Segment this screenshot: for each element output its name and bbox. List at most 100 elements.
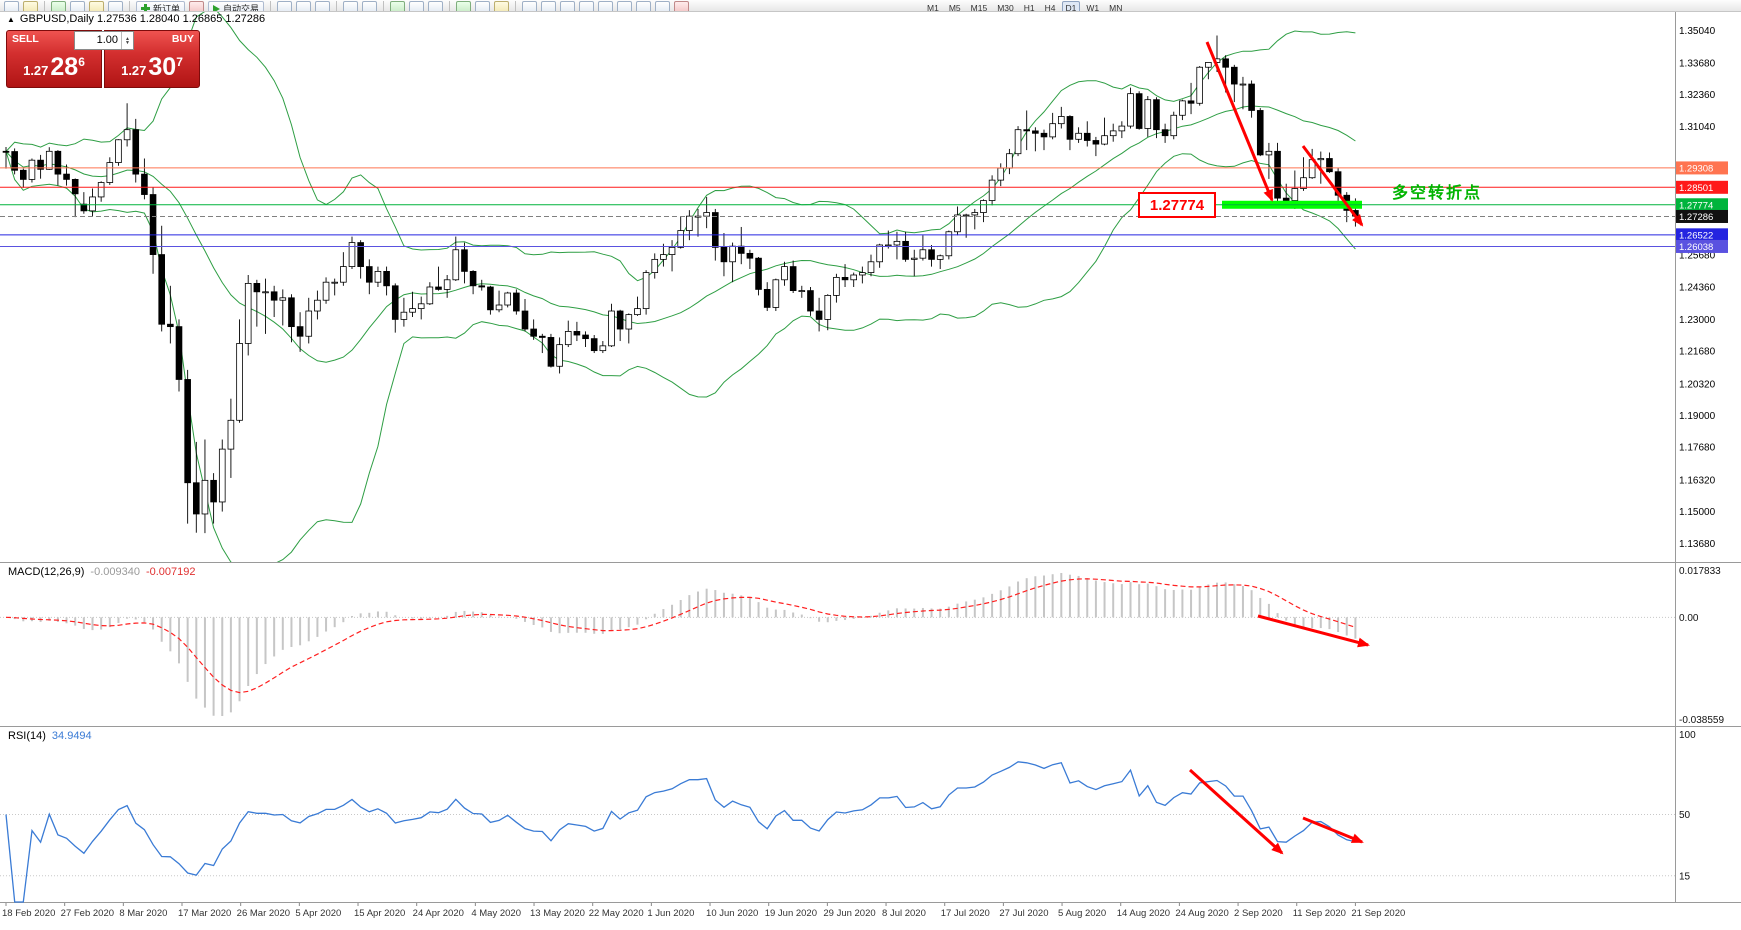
svg-text:1.35040: 1.35040 xyxy=(1679,26,1716,37)
metaeditor-icon[interactable] xyxy=(189,1,205,11)
toolbar-separator xyxy=(515,1,517,11)
svg-text:1.24360: 1.24360 xyxy=(1679,282,1716,293)
auto-trading-button[interactable]: 自动交易 xyxy=(208,1,265,12)
svg-text:24 Aug 2020: 24 Aug 2020 xyxy=(1175,908,1228,919)
market-watch-icon[interactable] xyxy=(51,1,66,11)
svg-text:1.29308: 1.29308 xyxy=(1679,163,1713,174)
channel-icon[interactable] xyxy=(617,1,633,11)
horizontal-line-icon[interactable] xyxy=(579,1,595,11)
svg-text:1.21680: 1.21680 xyxy=(1679,347,1716,358)
periods-icon[interactable] xyxy=(475,1,491,11)
chart-profiles-icon[interactable] xyxy=(23,1,38,11)
candlestick-chart-icon[interactable] xyxy=(296,1,312,11)
indicators-icon[interactable] xyxy=(456,1,472,11)
cursor-icon[interactable] xyxy=(522,1,538,11)
one-click-collapse-icon[interactable]: ▲ xyxy=(7,14,15,24)
templates-icon[interactable] xyxy=(494,1,510,11)
new-order-icon xyxy=(141,4,150,11)
line-chart-icon[interactable] xyxy=(315,1,331,11)
timeframe-h1-button[interactable]: H1 xyxy=(1023,3,1035,12)
new-order-label: 新订单 xyxy=(153,4,181,12)
buy-button[interactable]: BUY 1.27307 xyxy=(104,30,200,88)
svg-text:1.25680: 1.25680 xyxy=(1679,251,1716,262)
svg-text:18 Feb 2020: 18 Feb 2020 xyxy=(2,908,55,919)
sell-price-display: 1.27286 xyxy=(23,53,85,81)
zoom-out-icon[interactable] xyxy=(362,1,378,11)
timeframe-d1-button[interactable]: D1 xyxy=(1061,1,1081,11)
buy-price-display: 1.27307 xyxy=(121,53,183,81)
vertical-line-icon[interactable] xyxy=(560,1,576,11)
trendline-icon[interactable] xyxy=(598,1,614,11)
sell-label: SELL xyxy=(12,33,39,45)
svg-text:1.26522: 1.26522 xyxy=(1679,230,1713,241)
timeframe-m15-button[interactable]: M15 xyxy=(970,3,988,12)
bar-chart-icon[interactable] xyxy=(277,1,293,11)
new-chart-icon[interactable] xyxy=(4,1,19,11)
svg-text:4 May 2020: 4 May 2020 xyxy=(471,908,521,919)
macd-main-value: -0.009340 xyxy=(90,566,140,578)
auto-trading-label: 自动交易 xyxy=(223,4,260,12)
svg-text:1.27774: 1.27774 xyxy=(1679,200,1713,211)
svg-text:15 Apr 2020: 15 Apr 2020 xyxy=(354,908,405,919)
svg-text:27 Feb 2020: 27 Feb 2020 xyxy=(61,908,114,919)
svg-text:22 May 2020: 22 May 2020 xyxy=(589,908,644,919)
svg-text:8 Jul 2020: 8 Jul 2020 xyxy=(882,908,926,919)
timeframe-m30-button[interactable]: M30 xyxy=(997,3,1014,12)
fibonacci-icon[interactable] xyxy=(636,1,652,11)
chart-shift-icon[interactable] xyxy=(428,1,444,11)
toolbar-separator xyxy=(449,1,451,11)
volume-spinner[interactable]: ▲ ▼ xyxy=(121,32,133,49)
toolbar-separator xyxy=(383,1,385,11)
volume-value: 1.00 xyxy=(96,34,118,46)
auto-trading-play-icon xyxy=(213,4,221,11)
toolbar-separator xyxy=(129,1,130,11)
tile-windows-icon[interactable] xyxy=(390,1,406,11)
svg-text:1.17680: 1.17680 xyxy=(1679,443,1716,454)
svg-text:26 Mar 2020: 26 Mar 2020 xyxy=(237,908,290,919)
timeframe-h4-button[interactable]: H4 xyxy=(1044,3,1056,12)
svg-text:17 Jul 2020: 17 Jul 2020 xyxy=(941,908,990,919)
text-label-icon[interactable] xyxy=(655,1,671,11)
svg-text:1.23000: 1.23000 xyxy=(1679,315,1716,326)
volume-input[interactable]: 1.00 ▲ ▼ xyxy=(74,31,134,50)
arrow-tool-icon[interactable] xyxy=(674,1,690,11)
spinner-down-icon[interactable]: ▼ xyxy=(125,39,130,46)
crosshair-icon[interactable] xyxy=(541,1,557,11)
spinner-up-icon[interactable]: ▲ xyxy=(125,35,130,42)
svg-text:1 Jun 2020: 1 Jun 2020 xyxy=(647,908,694,919)
navigator-icon[interactable] xyxy=(89,1,104,11)
svg-text:1.15000: 1.15000 xyxy=(1679,507,1716,518)
timeframe-m1-button[interactable]: M1 xyxy=(927,3,939,12)
zoom-in-icon[interactable] xyxy=(343,1,359,11)
svg-text:1.13680: 1.13680 xyxy=(1679,539,1716,550)
new-order-button[interactable]: 新订单 xyxy=(136,1,186,12)
svg-text:1.26038: 1.26038 xyxy=(1679,242,1713,253)
support-price-annotation[interactable]: 1.27774 xyxy=(1138,192,1216,218)
svg-text:15: 15 xyxy=(1679,871,1691,882)
timeframe-m5-button[interactable]: M5 xyxy=(948,3,961,12)
one-click-trading-panel: SELL 1.27286 BUY 1.27307 1.00 ▲ ▼ xyxy=(6,30,202,88)
turning-point-label[interactable]: 多空转折点 xyxy=(1392,185,1483,202)
macd-indicator-label: MACD(12,26,9) -0.009340 -0.007192 xyxy=(8,566,196,578)
svg-text:11 Sep 2020: 11 Sep 2020 xyxy=(1293,908,1346,919)
timeframe-w1-button[interactable]: W1 xyxy=(1086,3,1100,12)
svg-text:27 Jul 2020: 27 Jul 2020 xyxy=(999,908,1048,919)
data-window-icon[interactable] xyxy=(70,1,85,11)
svg-text:0.017833: 0.017833 xyxy=(1679,566,1721,577)
svg-text:100: 100 xyxy=(1679,730,1696,741)
main-toolbar: 新订单 自动交易 M1 M5 M15 xyxy=(0,0,1741,12)
svg-text:50: 50 xyxy=(1679,810,1691,821)
svg-text:-0.038559: -0.038559 xyxy=(1679,715,1724,726)
svg-text:2 Sep 2020: 2 Sep 2020 xyxy=(1234,908,1283,919)
svg-text:1.32360: 1.32360 xyxy=(1679,90,1716,101)
timeframe-mn-button[interactable]: MN xyxy=(1109,3,1123,12)
svg-text:1.20320: 1.20320 xyxy=(1679,379,1716,390)
symbol-ohlc-text: GBPUSD,Daily 1.27536 1.28040 1.26865 1.2… xyxy=(19,13,266,25)
toolbar-separator xyxy=(270,1,272,11)
terminal-icon[interactable] xyxy=(108,1,123,11)
rsi-indicator-label: RSI(14) 34.9494 xyxy=(8,730,92,742)
auto-scroll-icon[interactable] xyxy=(409,1,425,11)
rsi-name: RSI(14) xyxy=(8,730,46,742)
